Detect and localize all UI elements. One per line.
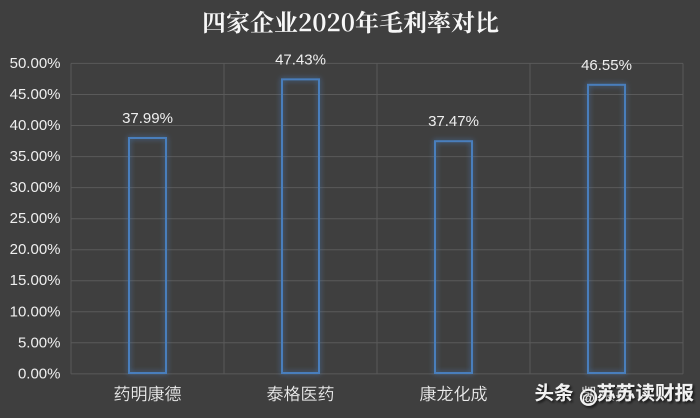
svg-text:15.00%: 15.00% xyxy=(10,272,61,289)
svg-text:50.00%: 50.00% xyxy=(10,55,61,72)
svg-text:45.00%: 45.00% xyxy=(10,86,61,103)
svg-text:10.00%: 10.00% xyxy=(10,303,61,320)
svg-text:30.00%: 30.00% xyxy=(10,179,61,196)
svg-text:20.00%: 20.00% xyxy=(10,241,61,258)
svg-text:46.55%: 46.55% xyxy=(581,57,632,74)
svg-text:5.00%: 5.00% xyxy=(18,334,61,351)
svg-text:25.00%: 25.00% xyxy=(10,210,61,227)
svg-text:37.99%: 37.99% xyxy=(122,110,173,127)
svg-text:@: @ xyxy=(582,390,595,405)
svg-text:35.00%: 35.00% xyxy=(10,148,61,165)
svg-text:47.43%: 47.43% xyxy=(275,51,326,68)
svg-text:40.00%: 40.00% xyxy=(10,117,61,134)
svg-text:37.47%: 37.47% xyxy=(428,113,479,130)
svg-text:0.00%: 0.00% xyxy=(18,365,61,382)
